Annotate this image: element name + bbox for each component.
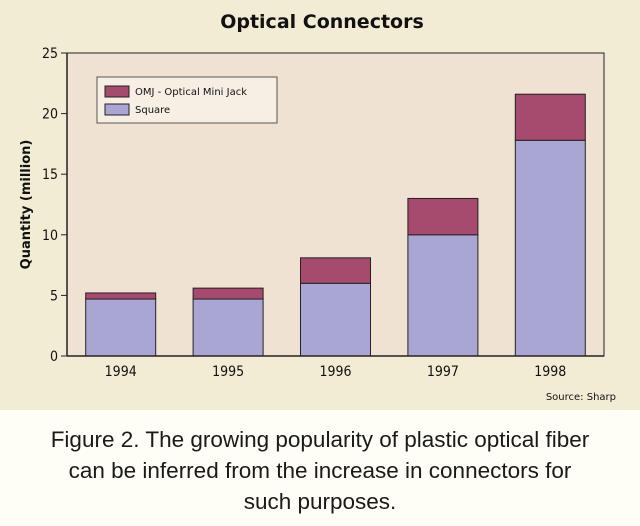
bar-omj-optical-mini-jack-1996 xyxy=(300,257,371,284)
chart-panel: Optical Connectors 0 5 10 15 20 25 1994 1995 199… xyxy=(0,0,640,410)
bar-square-1997 xyxy=(407,234,479,357)
x-tick-label: 1998 xyxy=(534,364,566,380)
bar-square-1995 xyxy=(192,298,264,357)
y-tick-label: 0 xyxy=(50,349,58,365)
bar-omj-optical-mini-jack-1997 xyxy=(407,197,479,236)
optical-connectors-chart: Optical Connectors 0 5 10 15 20 25 1994 1995 199… xyxy=(19,11,616,403)
x-tick-label: 1997 xyxy=(427,364,459,380)
x-tick-label: 1994 xyxy=(105,364,137,380)
source-note: Source: Sharp xyxy=(546,392,616,403)
bar-omj-optical-mini-jack-1998 xyxy=(514,93,586,141)
y-tick-label: 10 xyxy=(42,228,58,244)
legend-swatch xyxy=(104,103,130,116)
y-tick-label: 25 xyxy=(42,46,58,62)
bar-square-1994 xyxy=(85,298,157,357)
chart-title: Optical Connectors xyxy=(220,11,424,33)
bar-omj-optical-mini-jack-1994 xyxy=(85,292,157,300)
bar-square-1998 xyxy=(514,139,586,357)
bar-omj-optical-mini-jack-1995 xyxy=(192,287,264,300)
y-tick-label: 20 xyxy=(42,107,58,123)
y-tick-label: 5 xyxy=(50,288,58,304)
y-tick-label: 15 xyxy=(42,167,58,183)
legend-box xyxy=(96,76,278,124)
x-tick-label: 1996 xyxy=(319,364,351,380)
caption-line: can be inferred from the increase in con… xyxy=(68,458,572,483)
legend-label: Square xyxy=(135,105,170,116)
legend: OMJ - Optical Mini Jack Square xyxy=(96,76,278,124)
legend-swatch xyxy=(104,85,130,98)
figure-caption: Figure 2. The growing popularity of plas… xyxy=(0,410,640,526)
caption-line: such purposes. xyxy=(243,489,397,514)
bar-square-1996 xyxy=(300,282,371,357)
y-axis-label: Quantity (million) xyxy=(19,140,34,270)
x-tick-label: 1995 xyxy=(212,364,244,380)
legend-label: OMJ - Optical Mini Jack xyxy=(135,87,247,98)
caption-line: Figure 2. The growing popularity of plas… xyxy=(50,427,590,452)
